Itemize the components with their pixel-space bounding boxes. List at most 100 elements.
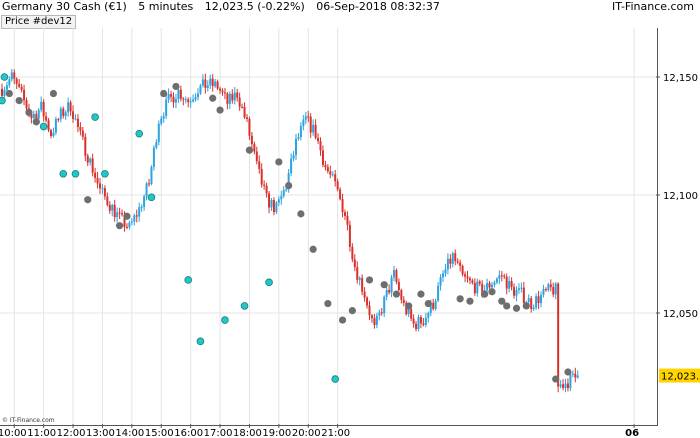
x-tick-label: 16:00 xyxy=(174,428,203,438)
signal-marker-down xyxy=(245,146,254,154)
candle-body xyxy=(40,101,43,110)
x-tick-label: 21:00 xyxy=(321,428,350,438)
candle-body xyxy=(59,108,62,120)
candle-body xyxy=(363,291,366,298)
candle-body xyxy=(505,276,508,289)
candle-body xyxy=(25,100,28,109)
price-label-bg xyxy=(659,368,700,383)
candle-body xyxy=(341,199,344,213)
candle-body xyxy=(324,164,327,168)
candle-body xyxy=(346,215,349,225)
candle-body xyxy=(437,285,440,301)
candle-body xyxy=(295,138,297,156)
candle-body xyxy=(214,81,217,87)
signal-marker-up xyxy=(101,169,109,178)
candle-body xyxy=(197,93,199,98)
candle-body xyxy=(57,119,60,121)
candle-body xyxy=(111,204,114,211)
candle-body xyxy=(253,144,256,152)
candle-body xyxy=(219,88,222,91)
candle-body xyxy=(248,118,251,136)
candle-body xyxy=(125,226,128,228)
candle-body xyxy=(481,283,484,297)
x-tick-label: 14:00 xyxy=(115,428,144,438)
candle-body xyxy=(160,118,163,124)
candle-body xyxy=(466,276,469,279)
candle-body xyxy=(576,375,579,378)
candle-body xyxy=(233,92,236,101)
candle-body xyxy=(407,309,410,315)
candle-body xyxy=(402,299,405,304)
candle-body xyxy=(206,85,209,88)
candle-body xyxy=(557,283,560,387)
candle-body xyxy=(554,283,557,295)
candle-body xyxy=(486,283,489,291)
candle-body xyxy=(226,93,229,104)
candle-body xyxy=(157,123,160,143)
candle-body xyxy=(564,383,567,388)
candle-body xyxy=(353,259,356,268)
interval-label[interactable]: 5 minutes xyxy=(138,0,194,13)
candle-body xyxy=(334,174,337,182)
candle-body xyxy=(272,200,275,213)
candle-body xyxy=(84,136,87,156)
candle-body xyxy=(54,119,57,133)
candle-body xyxy=(309,116,312,133)
candle-body xyxy=(498,275,501,279)
candle-body xyxy=(189,101,192,103)
candle-body xyxy=(101,188,104,190)
candle-body xyxy=(478,281,481,284)
x-axis: 10:00 11:00 12:00 13:00 14:00 15:00 16:00 17:00… xyxy=(0,424,639,438)
candle-body xyxy=(459,262,462,266)
y-tick-label: 12,100 xyxy=(663,191,698,202)
signal-marker-up xyxy=(0,96,6,105)
candle-body xyxy=(128,222,131,228)
candle-body xyxy=(67,102,70,113)
candle-body xyxy=(493,282,496,285)
chart-grid xyxy=(0,28,656,424)
x-tick-label: 06 xyxy=(625,428,639,438)
candle-body xyxy=(329,171,332,175)
candle-body xyxy=(228,93,231,104)
signal-marker-up xyxy=(196,337,205,346)
signal-marker-down xyxy=(456,295,464,303)
candle-body xyxy=(344,212,346,216)
candle-body xyxy=(130,221,133,223)
candle-body xyxy=(393,270,395,278)
candle-body xyxy=(47,120,50,131)
indicator-label[interactable]: Price #dev12 xyxy=(1,15,77,29)
candle-body xyxy=(336,181,339,190)
candle-body xyxy=(574,373,577,378)
candle-body xyxy=(260,168,263,185)
candle-body xyxy=(223,92,226,94)
signal-markers xyxy=(0,73,572,383)
y-tick-label: 12,050 xyxy=(663,309,698,320)
candle-body xyxy=(255,151,258,162)
symbol-name[interactable]: Germany 30 Cash (€1) xyxy=(2,0,127,13)
signal-marker-down xyxy=(32,118,40,126)
signal-marker-up xyxy=(135,129,144,138)
candle-body xyxy=(13,72,16,79)
candle-body xyxy=(400,290,403,300)
candle-body xyxy=(69,102,72,112)
candle-body xyxy=(23,89,26,101)
candle-body xyxy=(216,81,219,89)
candle-body xyxy=(417,317,420,330)
signal-marker-up xyxy=(91,113,99,121)
candle-body xyxy=(265,185,268,194)
candle-body xyxy=(143,196,146,207)
candle-body xyxy=(76,118,79,128)
candle-body xyxy=(444,269,447,274)
candle-body xyxy=(464,274,467,277)
signal-marker-down xyxy=(348,307,356,315)
candle-body xyxy=(530,298,533,310)
candle-body xyxy=(15,78,18,84)
candle-body xyxy=(86,155,89,163)
candle-body xyxy=(268,193,271,208)
candle-body xyxy=(532,307,535,310)
candle-body xyxy=(72,111,75,119)
candle-body xyxy=(192,99,195,102)
candle-body xyxy=(243,106,246,118)
x-tick-label: 12:00 xyxy=(57,428,86,438)
